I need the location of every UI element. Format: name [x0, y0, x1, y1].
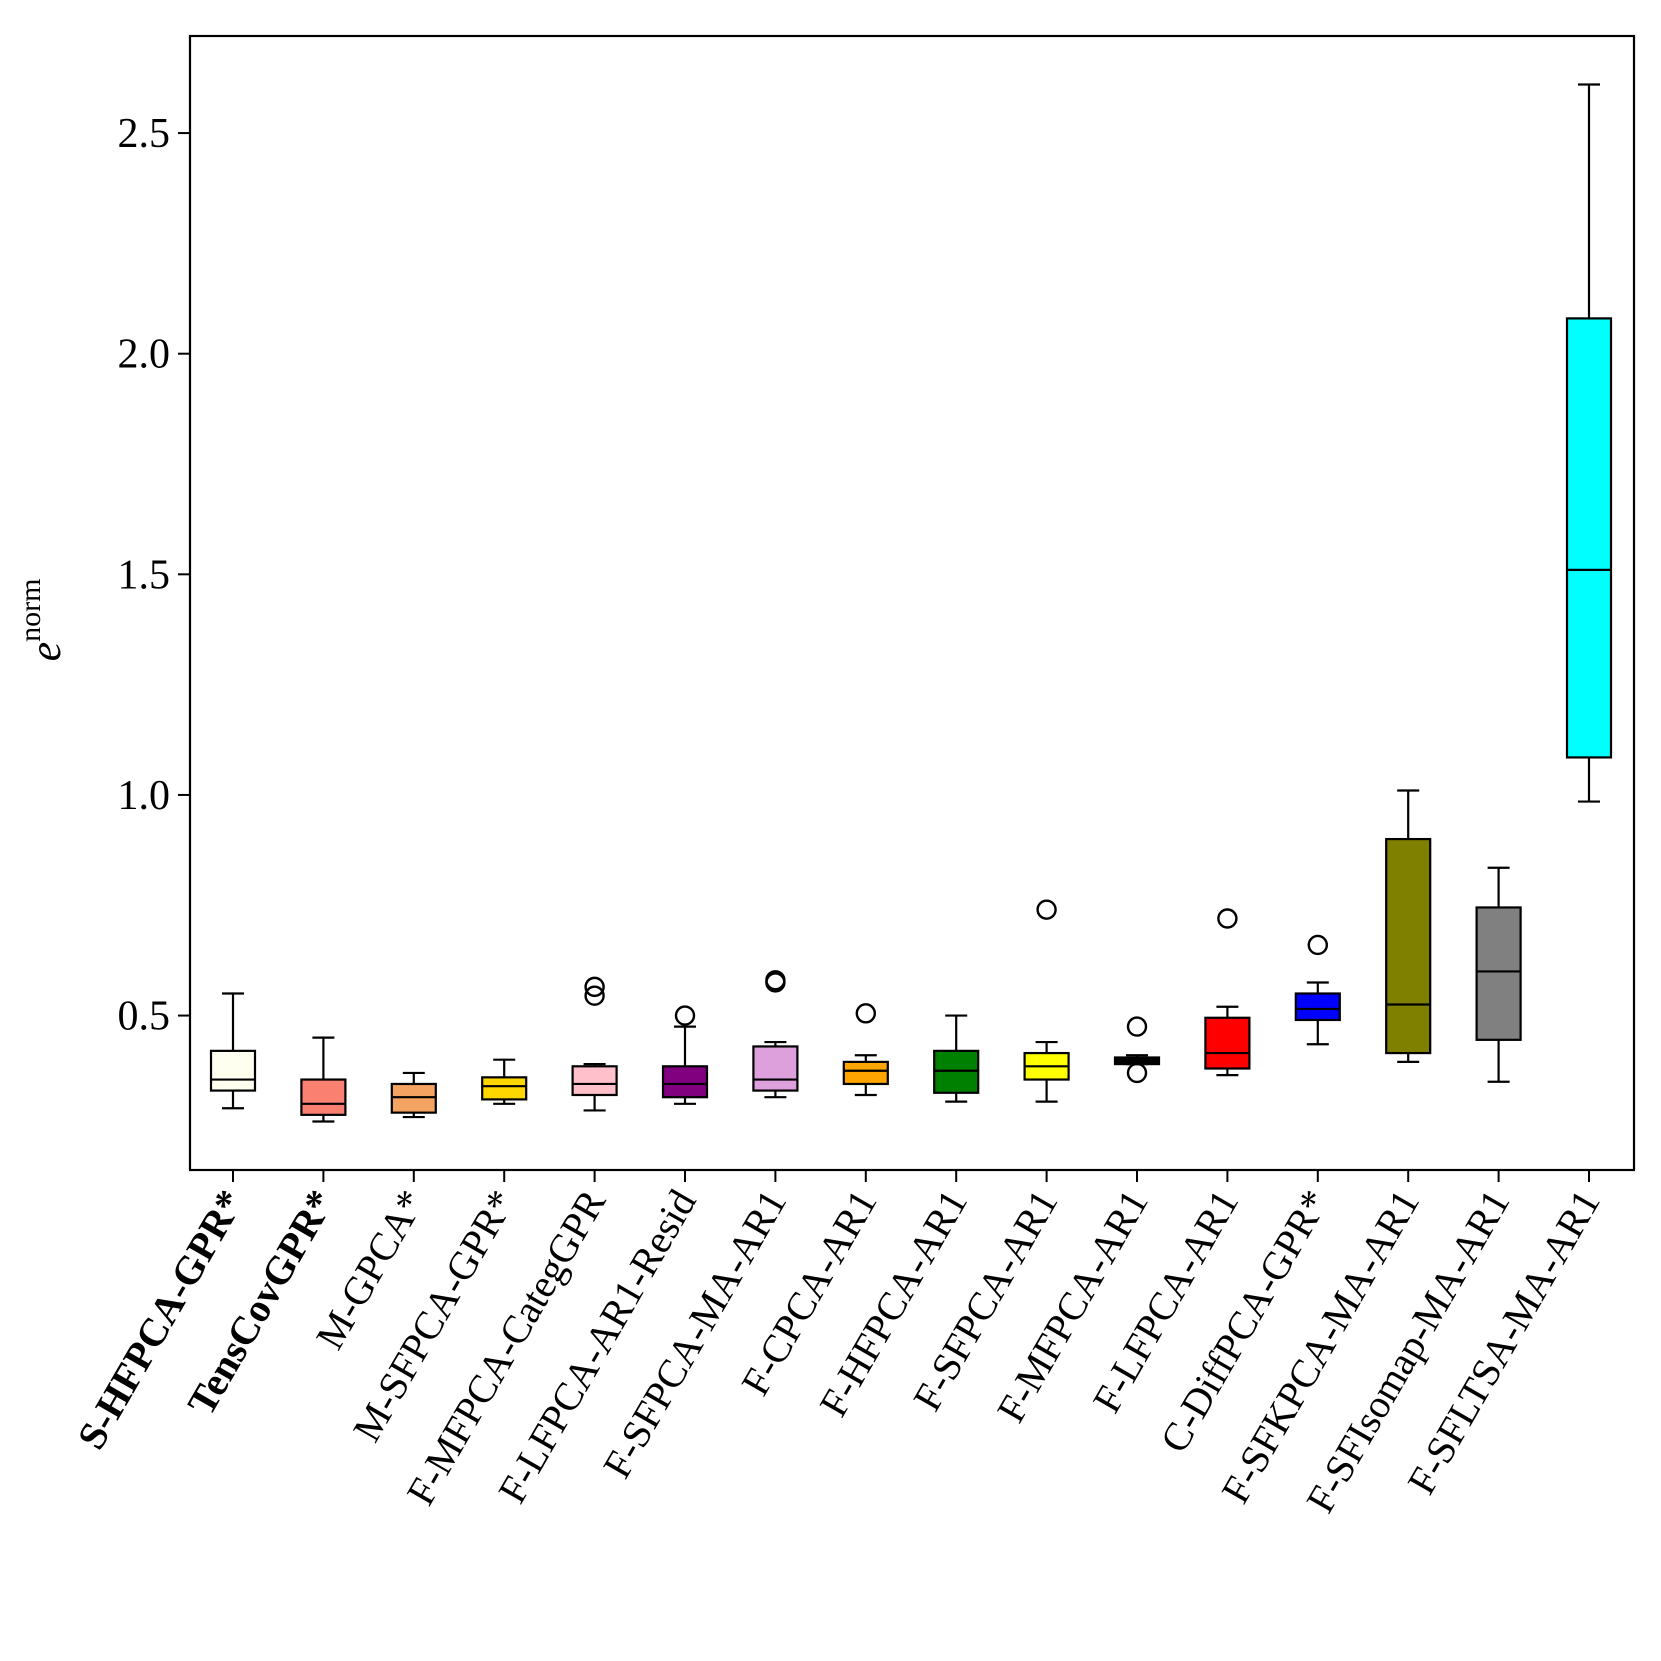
outlier-point: [1126, 1062, 1148, 1084]
box: [1565, 317, 1613, 759]
box-group: [933, 1014, 980, 1103]
boxes-group: [209, 83, 1613, 1123]
y-tick-label: 2.0: [118, 332, 171, 378]
outlier-point: [765, 970, 786, 991]
box: [390, 1082, 437, 1114]
outlier-point: [1307, 934, 1329, 956]
y-tick-label: 1.5: [118, 552, 171, 598]
box-group: [661, 1005, 709, 1105]
box-group: [1023, 899, 1070, 1103]
outlier-point: [1126, 1016, 1148, 1037]
box-group: [1385, 789, 1432, 1063]
box: [1475, 906, 1522, 1041]
outlier-point: [1217, 908, 1238, 929]
box-group: [209, 992, 257, 1110]
y-axis-label: enorm: [14, 579, 70, 662]
y-tick-label: 0.5: [118, 994, 171, 1040]
y-axis: 0.5 1.0 1.5 2.0 2.5: [118, 111, 190, 1040]
box-group: [1565, 83, 1613, 803]
x-axis: S-HFPCA-GPR*TensCovGPR*M-GPCA*M-SFPCA-GP…: [68, 1170, 1609, 1520]
box: [300, 1078, 347, 1116]
box: [933, 1049, 980, 1094]
box: [1385, 837, 1432, 1055]
box: [1204, 1016, 1251, 1070]
box-group: [1113, 1016, 1161, 1084]
box-group: [1294, 934, 1341, 1046]
y-tick-label: 2.5: [118, 111, 171, 157]
box-group: [300, 1036, 347, 1123]
outlier-point: [584, 976, 605, 998]
box-group: [1204, 908, 1251, 1077]
outlier-point: [1036, 899, 1057, 920]
box-group: [1475, 866, 1522, 1083]
box-group: [571, 976, 618, 1112]
box: [842, 1060, 889, 1086]
box: [661, 1065, 709, 1099]
box: [571, 1065, 618, 1097]
box: [1294, 992, 1341, 1022]
outlier-point: [584, 985, 605, 1006]
box: [209, 1049, 257, 1092]
box-group: [481, 1058, 528, 1105]
box-group: [390, 1071, 437, 1119]
box: [481, 1076, 528, 1101]
outlier-point: [674, 1005, 696, 1026]
box-group: [752, 970, 799, 1099]
box-group: [842, 1003, 889, 1097]
y-tick-label: 1.0: [118, 773, 171, 819]
outlier-point: [855, 1003, 876, 1024]
box: [752, 1045, 799, 1092]
